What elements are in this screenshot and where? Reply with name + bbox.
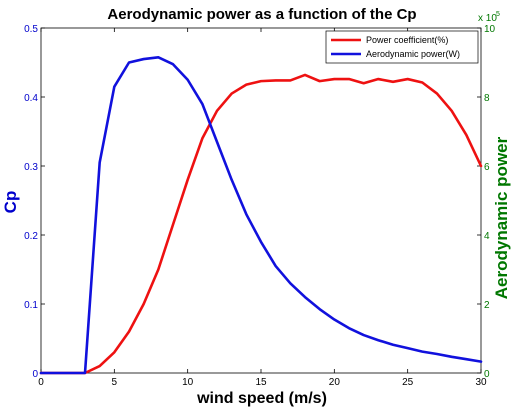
- right-axis-multiplier-base: x 10: [478, 13, 497, 24]
- y-right-axis: 0 2 4 6 8 10: [477, 24, 496, 380]
- x-axis: 0 5 10 15 20 25 30: [38, 28, 487, 388]
- y-right-tick-label: 6: [484, 162, 490, 173]
- y-right-tick-label: 2: [484, 300, 490, 311]
- x-axis-label: wind speed (m/s): [196, 390, 327, 407]
- y-right-tick-label: 10: [484, 24, 496, 35]
- x-tick-label: 30: [475, 377, 487, 388]
- legend-label-aerodynamic-power: Aerodynamic power(W): [366, 49, 460, 59]
- y-left-tick-label: 0.4: [24, 93, 38, 104]
- x-tick-label: 15: [255, 377, 267, 388]
- right-axis-multiplier: x 10 5: [478, 11, 500, 24]
- legend: Power coefficient(%) Aerodynamic power(W…: [325, 30, 479, 64]
- y-right-tick-label: 4: [484, 231, 490, 242]
- series-layer: [39, 56, 483, 375]
- y-left-tick-label: 0.2: [24, 231, 38, 242]
- y-left-tick-label: 0.1: [24, 300, 38, 311]
- series-line-aerodynamic-power: [39, 56, 483, 375]
- legend-box: [325, 30, 479, 64]
- chart-title: Aerodynamic power as a function of the C…: [107, 6, 416, 23]
- y-left-tick-label: 0.5: [24, 24, 38, 35]
- x-tick-label: 0: [38, 377, 44, 388]
- y-left-tick-label: 0: [32, 369, 38, 380]
- y-right-axis-label: Aerodynamic power: [492, 136, 511, 299]
- y-right-tick-label: 8: [484, 93, 490, 104]
- x-tick-label: 25: [402, 377, 414, 388]
- series-line-power-coefficient: [39, 73, 483, 375]
- x-tick-label: 5: [112, 377, 118, 388]
- y-left-axis-label: Cp: [1, 191, 20, 214]
- right-axis-multiplier-exponent: 5: [496, 11, 500, 18]
- x-tick-label: 20: [329, 377, 341, 388]
- x-tick-label: 10: [182, 377, 194, 388]
- y-right-tick-label: 0: [484, 369, 490, 380]
- legend-label-power-coefficient: Power coefficient(%): [366, 35, 448, 45]
- y-left-tick-label: 0.3: [24, 162, 38, 173]
